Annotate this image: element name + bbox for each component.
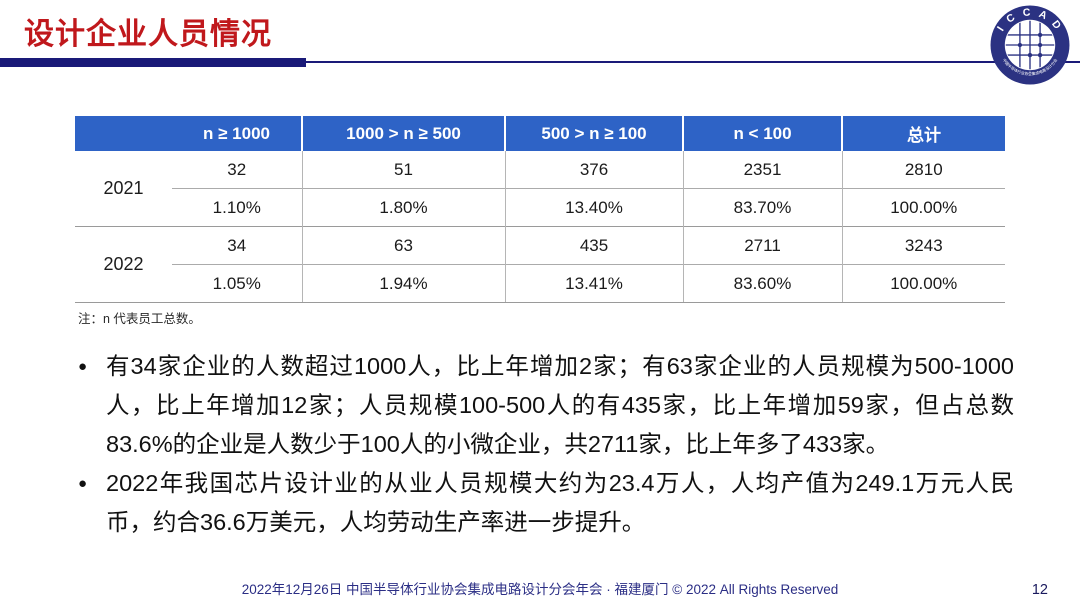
cell: 100.00%: [841, 264, 1005, 303]
list-item: ● 2022年我国芯片设计业的从业人员规模大约为23.4万人，人均产值为249.…: [76, 464, 1014, 542]
table-header-500-100: 500 > n ≥ 100: [504, 116, 683, 151]
list-item: ● 有34家企业的人数超过1000人，比上年增加2家；有63家企业的人员规模为5…: [76, 347, 1014, 464]
cell: 83.70%: [682, 188, 842, 227]
cell: 3243: [841, 226, 1005, 265]
table-header-row: n ≥ 1000 1000 > n ≥ 500 500 > n ≥ 100 n …: [75, 116, 1005, 151]
title-underline-thick: [0, 58, 306, 67]
cell: 13.40%: [504, 188, 683, 227]
cell: 2351: [682, 151, 842, 189]
cell: 83.60%: [682, 264, 842, 303]
bullet-text-2: 2022年我国芯片设计业的从业人员规模大约为23.4万人，人均产值为249.1万…: [106, 470, 1014, 535]
cell: 34: [172, 226, 302, 265]
footer-copyright: 2022年12月26日 中国半导体行业协会集成电路设计分会年会 · 福建厦门 ©…: [241, 582, 839, 597]
cell: 51: [301, 151, 505, 189]
table-header-total: 总计: [841, 116, 1005, 151]
page-number: 12: [1031, 582, 1048, 598]
table-row-2021-percents: 1.10% 1.80% 13.40% 83.70% 100.00%: [75, 188, 1005, 227]
bullet-icon: ●: [78, 475, 88, 492]
table-note: 注：n 代表员工总数。: [78, 312, 201, 326]
cell: 100.00%: [841, 188, 1005, 227]
table-row-2022-percents: 1.05% 1.94% 13.41% 83.60% 100.00%: [75, 264, 1005, 303]
table-header-1000-500: 1000 > n ≥ 500: [301, 116, 505, 151]
iccad-logo-icon: I C C A D 中国半导体行业协会集成电路设计分会: [990, 5, 1070, 85]
table-header-under100: n < 100: [682, 116, 842, 151]
cell: 435: [504, 226, 683, 265]
bullet-text-1: 有34家企业的人数超过1000人，比上年增加2家；有63家企业的人员规模为500…: [106, 353, 1014, 457]
year-label-2022: 2022: [75, 226, 172, 303]
personnel-table: n ≥ 1000 1000 > n ≥ 500 500 > n ≥ 100 n …: [75, 116, 1005, 303]
bullet-icon: ●: [78, 358, 88, 375]
table-header-empty: [75, 116, 172, 151]
year-label-2021: 2021: [75, 151, 172, 227]
cell: 2711: [682, 226, 842, 265]
cell: 2810: [841, 151, 1005, 189]
title-underline-thin: [306, 61, 1080, 63]
cell: 63: [301, 226, 505, 265]
cell: 1.80%: [301, 188, 505, 227]
cell: 1.05%: [172, 264, 302, 303]
cell: 376: [504, 151, 683, 189]
cell: 1.10%: [172, 188, 302, 227]
table-header-n1000: n ≥ 1000: [172, 116, 302, 151]
cell: 32: [172, 151, 302, 189]
table-row-2021-counts: 2021 32 51 376 2351 2810: [75, 151, 1005, 227]
table-row-2022-counts: 2022 34 63 435 2711 3243: [75, 226, 1005, 303]
cell: 13.41%: [504, 264, 683, 303]
page-title: 设计企业人员情况: [24, 18, 272, 51]
bullet-list: ● 有34家企业的人数超过1000人，比上年增加2家；有63家企业的人员规模为5…: [76, 347, 1014, 542]
cell: 1.94%: [301, 264, 505, 303]
